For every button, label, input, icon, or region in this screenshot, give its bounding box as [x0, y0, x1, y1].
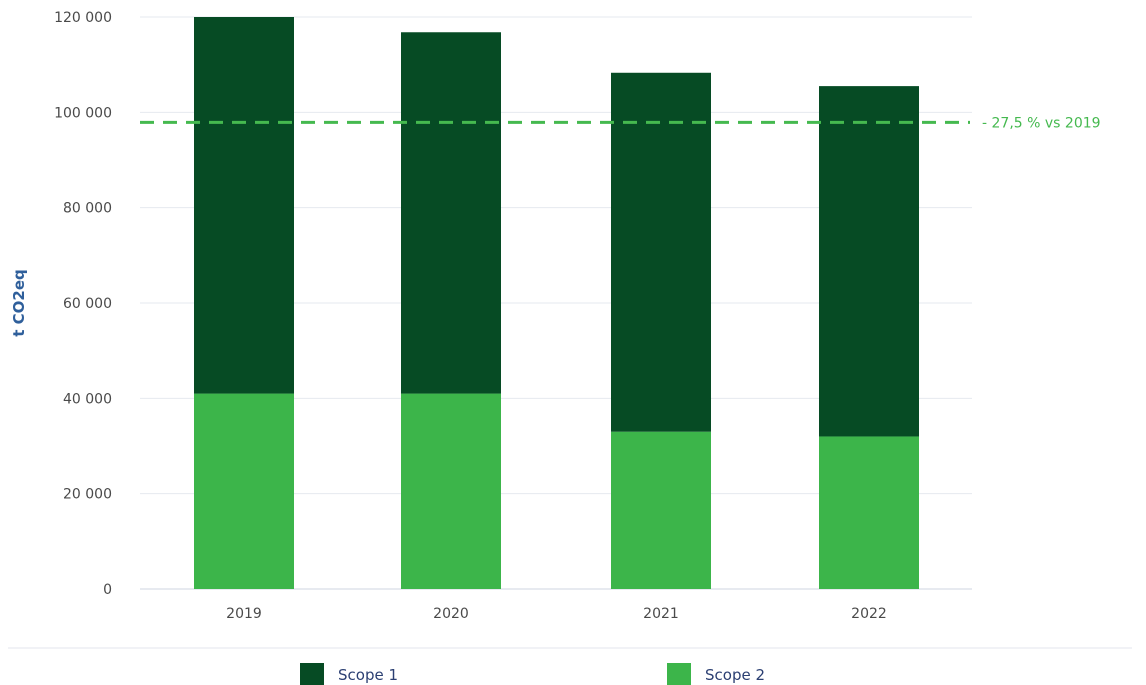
legend-label: Scope 2	[705, 666, 765, 684]
bar-scope-1-2022	[819, 86, 919, 437]
bar-scope-2-2019	[194, 393, 294, 589]
bar-scope-1-2021	[611, 72, 711, 432]
y-tick-label: 80 000	[63, 201, 112, 217]
bar-scope-2-2021	[611, 431, 711, 589]
x-tick-label: 2019	[226, 606, 262, 622]
y-tick-label: 0	[103, 582, 112, 598]
legend-layer: Scope 1 Scope 2	[300, 663, 765, 685]
reference-layer: - 27,5 % vs 2019	[140, 115, 1101, 131]
legend-item-scope-2: Scope 2	[667, 663, 765, 685]
x-tick-label: 2020	[433, 606, 469, 622]
x-tick-label: 2022	[851, 606, 887, 622]
grid-layer	[8, 16, 1132, 649]
bar-scope-2-2022	[819, 436, 919, 589]
y-tick-label: 40 000	[63, 391, 112, 407]
bar-scope-2-2020	[401, 393, 501, 589]
y-tick-label: 60 000	[63, 296, 112, 312]
axis-layer: 0 20 000 40 000 60 000 80 000 100 000 120 000 2…	[10, 10, 887, 622]
bar-scope-1-2020	[401, 32, 501, 394]
x-tick-label: 2021	[643, 606, 679, 622]
legend-swatch	[667, 663, 691, 685]
legend-swatch	[300, 663, 324, 685]
y-tick-label: 20 000	[63, 487, 112, 503]
bar-scope-1-2019	[194, 17, 294, 394]
legend-item-scope-1: Scope 1	[300, 663, 398, 685]
bars-layer	[194, 17, 919, 589]
y-tick-label: 100 000	[54, 105, 112, 121]
y-tick-label: 120 000	[54, 10, 112, 26]
reference-line-label: - 27,5 % vs 2019	[982, 115, 1101, 131]
y-axis-title: t CO2eq	[10, 269, 28, 337]
legend-label: Scope 1	[338, 666, 398, 684]
